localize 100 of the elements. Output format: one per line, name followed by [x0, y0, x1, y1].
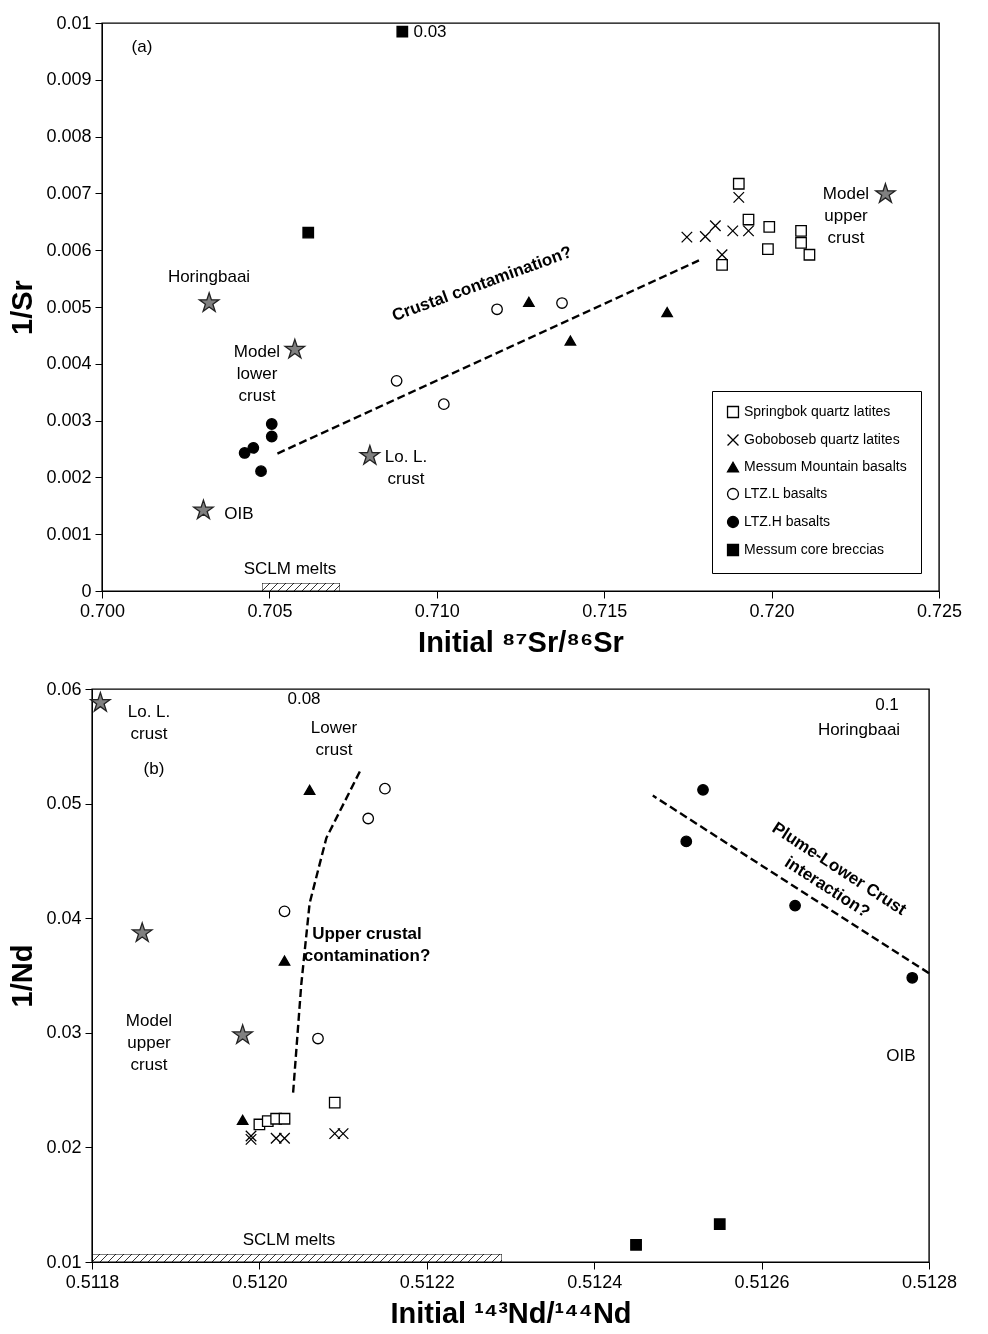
x-tick-label: 0.715 [582, 600, 628, 621]
y-axis-title: 1/Sr [6, 280, 39, 335]
point [328, 1096, 341, 1109]
point [89, 691, 111, 712]
point [265, 430, 278, 443]
point [193, 499, 214, 520]
y-tick-label: 0 [81, 580, 92, 601]
x-tick-label: 0.700 [79, 600, 126, 621]
point [875, 183, 896, 203]
point [278, 905, 291, 918]
x-tick-label: 0.5128 [901, 1271, 958, 1292]
annotation: OIB [224, 504, 254, 523]
x-tick-label: 0.710 [414, 600, 460, 621]
annotation: 0.1 [875, 695, 899, 714]
x-tick-label: 0.5126 [734, 1271, 790, 1292]
point [795, 224, 807, 237]
point [762, 243, 774, 255]
x-tick-label: 0.705 [247, 600, 293, 621]
x-tick-label: 0.5122 [399, 1271, 455, 1292]
point [245, 1130, 257, 1142]
point [303, 784, 316, 796]
y-tick-label: 0.009 [46, 69, 92, 90]
annotation: SCLM melts [243, 559, 337, 578]
point [198, 292, 220, 312]
point [732, 191, 745, 204]
annotation: 0.08 [287, 689, 321, 708]
point [709, 219, 722, 232]
legend-label: Messum Mountain basalts [744, 458, 907, 474]
point [906, 971, 919, 984]
point [278, 955, 291, 966]
point [716, 259, 728, 271]
point [680, 835, 693, 848]
annotation: OIB [886, 1046, 916, 1065]
x-tick-label: 0.5118 [65, 1271, 120, 1292]
y-tick-label: 0.001 [46, 523, 92, 544]
point [232, 1024, 254, 1045]
point [713, 1218, 726, 1231]
point [763, 221, 776, 233]
y-tick-label: 0.005 [46, 296, 92, 317]
x-tick-label: 0.725 [916, 600, 963, 621]
annotation: Model upper crust [125, 1011, 173, 1074]
point [732, 177, 745, 190]
point [265, 418, 278, 430]
annotation: Lo. L. crust [384, 447, 428, 488]
annotation: Lo. L. crust [127, 702, 171, 743]
x-axis-title: Initial ⁸⁷Sr/⁸⁶Sr [418, 625, 624, 658]
legend-label: Messum core breccias [744, 541, 885, 557]
point [131, 922, 153, 943]
x-axis-title: Initial ¹⁴³Nd/¹⁴⁴Nd [390, 1296, 632, 1329]
point [795, 236, 807, 249]
y-axis-title: 1/Nd [6, 944, 39, 1008]
point [362, 812, 375, 825]
point [278, 1112, 291, 1125]
point [238, 447, 251, 459]
legend-label: LTZ.L basalts [744, 485, 828, 501]
legend-label: Goboboseb quartz latites [744, 431, 900, 447]
point [726, 224, 739, 237]
legend-label: Springbok quartz latites [744, 403, 891, 419]
y-tick-label: 0.004 [46, 353, 92, 374]
point [437, 398, 450, 411]
point [661, 306, 674, 318]
y-tick-label: 0.003 [46, 410, 92, 431]
annotation: Horingbaai [167, 267, 251, 286]
annotation: Model lower crust [233, 342, 281, 405]
y-tick-label: 0.02 [46, 1136, 82, 1157]
point [681, 231, 693, 244]
annotation: Lower crust [310, 718, 358, 759]
point [312, 1032, 324, 1045]
point [630, 1238, 642, 1251]
y-tick-label: 0.008 [46, 126, 92, 147]
annotation: (a) [131, 37, 153, 56]
y-tick-label: 0.05 [46, 793, 82, 814]
annotation: Horingbaai [817, 720, 901, 739]
point [491, 303, 503, 316]
point [236, 1114, 249, 1126]
y-tick-label: 0.03 [46, 1022, 82, 1043]
point [697, 783, 709, 796]
point [284, 338, 306, 359]
annotation: Model upper crust [822, 184, 870, 247]
point [247, 441, 260, 454]
y-tick-label: 0.002 [46, 466, 92, 487]
y-tick-label: 0.01 [56, 12, 92, 33]
point [396, 25, 409, 38]
x-tick-label: 0.720 [749, 600, 795, 621]
point [245, 1133, 257, 1146]
annotation: 0.03 [413, 22, 447, 41]
point [359, 444, 381, 465]
point [302, 226, 315, 239]
point [379, 782, 391, 795]
point [564, 335, 577, 346]
x-tick-label: 0.5120 [232, 1271, 288, 1292]
point [699, 230, 712, 243]
point [716, 248, 728, 261]
legend-label: LTZ.H basalts [744, 513, 831, 529]
annotation: SCLM melts [242, 1230, 336, 1249]
y-tick-label: 0.01 [46, 1251, 82, 1272]
annotation: (b) [143, 759, 165, 778]
y-tick-label: 0.04 [46, 907, 82, 928]
point [742, 224, 755, 237]
point [255, 465, 267, 478]
